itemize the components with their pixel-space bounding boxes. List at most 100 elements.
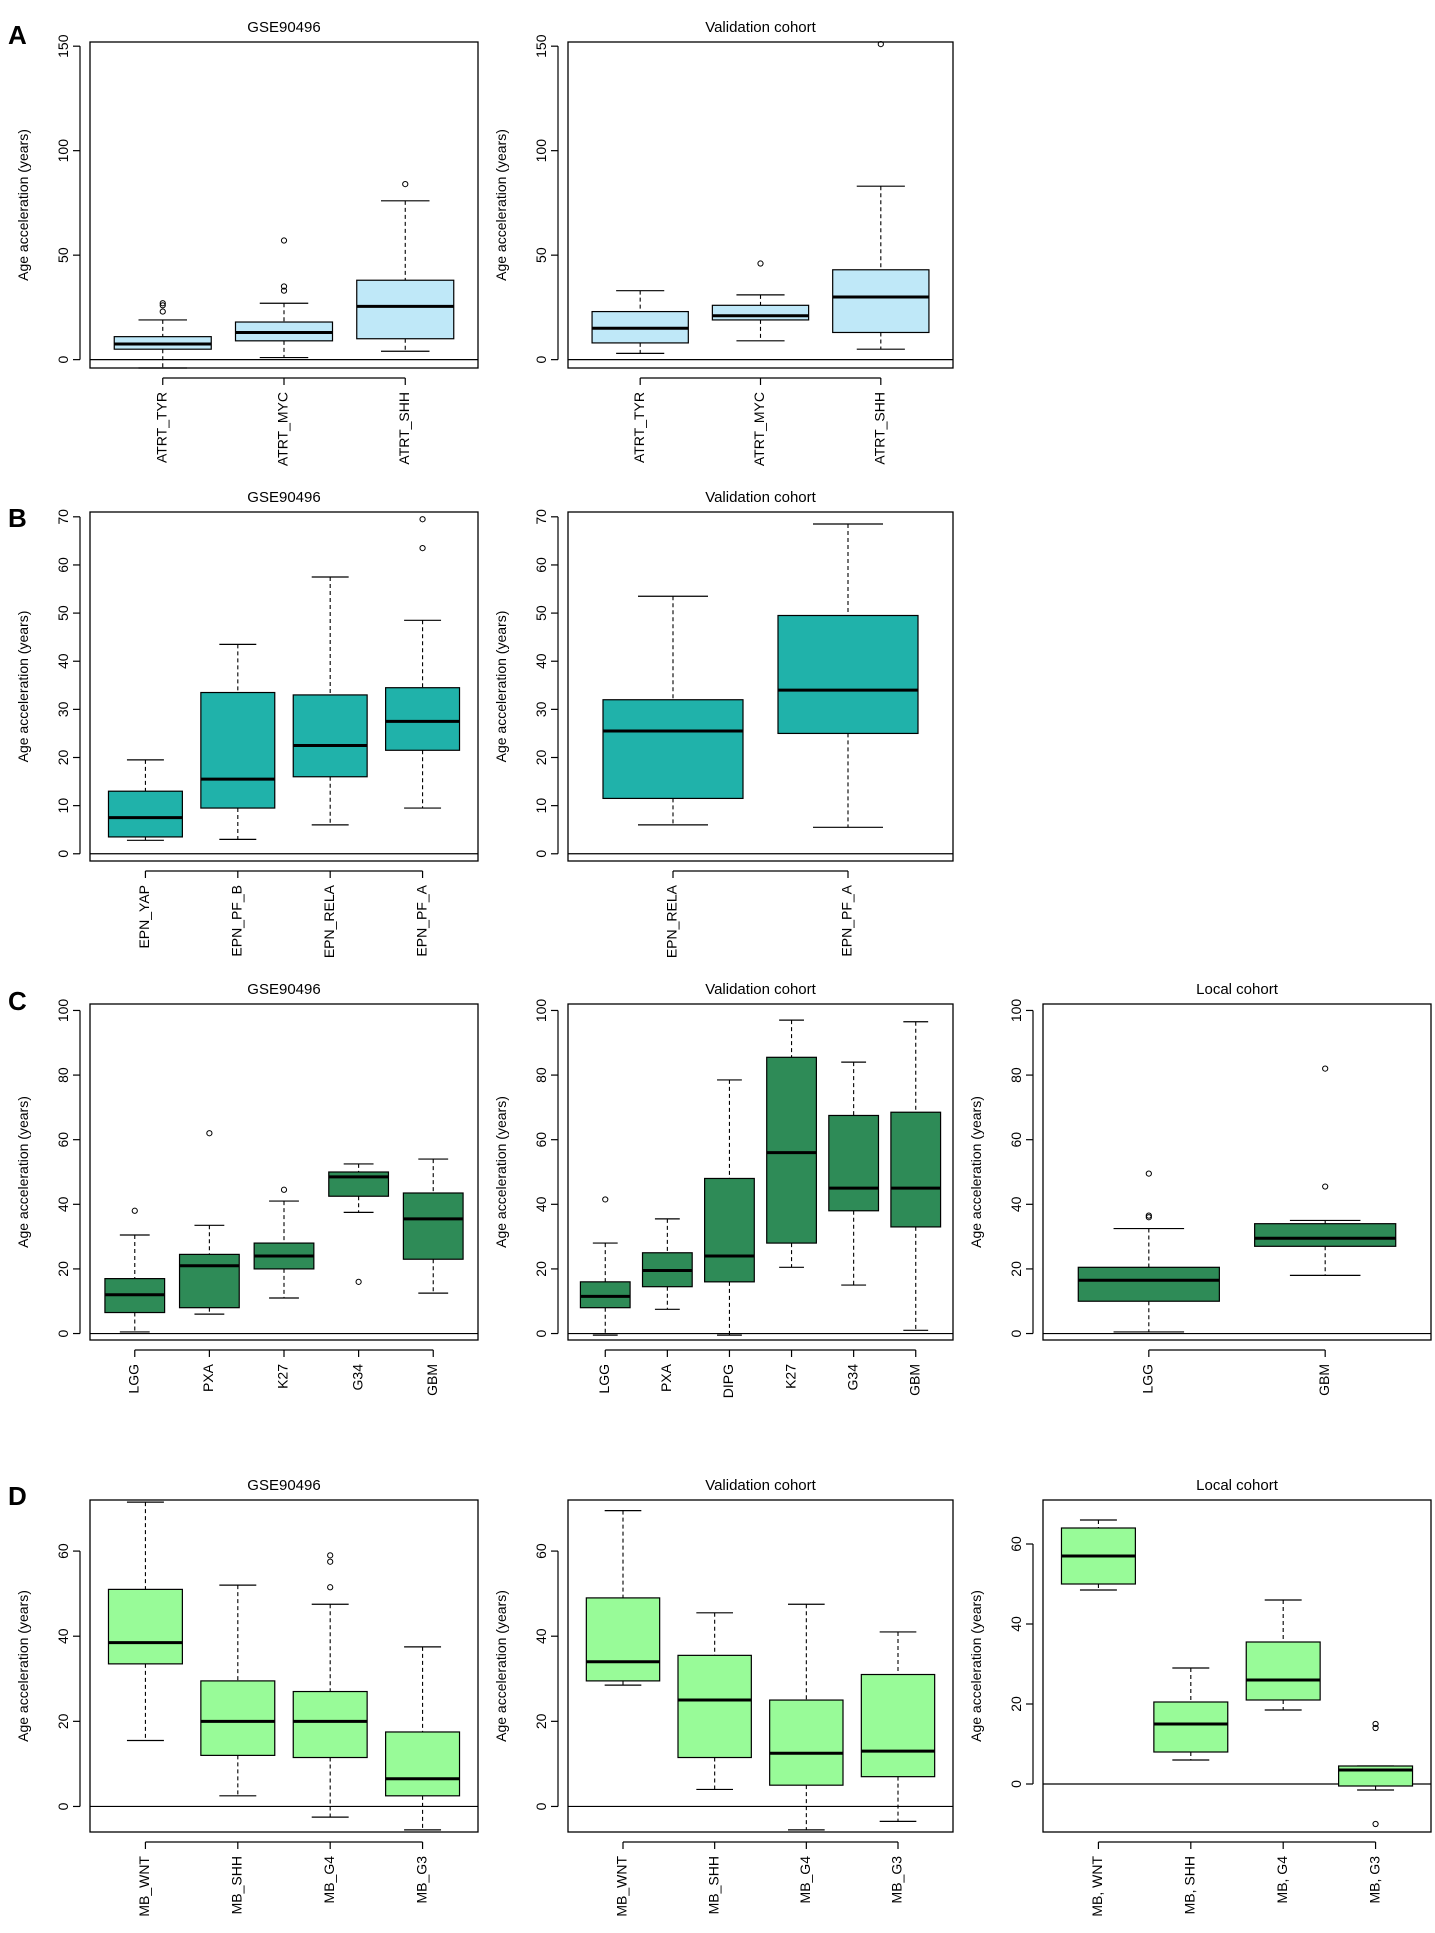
plot-title: GSE90496 [247, 981, 320, 998]
y-tick-label: 0 [533, 356, 549, 364]
iqr-box [677, 1654, 752, 1759]
panel-letter-b: B [8, 503, 27, 533]
outlier-point [327, 1552, 334, 1559]
category-label: DIPG [720, 1364, 736, 1398]
y-tick-label: 50 [55, 247, 71, 263]
iqr-box [828, 1114, 880, 1212]
box-lgg [1077, 1170, 1220, 1333]
y-tick-label: 60 [1008, 1132, 1024, 1148]
iqr-box [356, 279, 455, 340]
iqr-box [832, 269, 930, 334]
iqr-box [769, 1699, 844, 1786]
plot-frame [1042, 1003, 1432, 1341]
outlier-point [159, 308, 166, 315]
y-tick-label: 40 [1008, 1616, 1024, 1632]
category-label: LGG [125, 1364, 141, 1394]
y-tick-label: 100 [55, 139, 71, 163]
y-tick-label: 20 [55, 1261, 71, 1277]
y-tick-label: 20 [1008, 1696, 1024, 1712]
y-axis-label: Age acceleration (years) [493, 129, 509, 281]
y-axis-label: Age acceleration (years) [15, 129, 31, 281]
category-label: GBM [424, 1364, 440, 1396]
iqr-box [860, 1673, 936, 1778]
plot-title: GSE90496 [247, 1477, 320, 1494]
plot-c-4: GSE90496 Age acceleration (years) 0 20 40 60 8… [15, 981, 479, 1396]
box-mb-shh [200, 1584, 276, 1797]
y-tick-label: 80 [1008, 1067, 1024, 1083]
iqr-box [704, 1177, 755, 1283]
y-tick-label: 20 [533, 1713, 549, 1729]
iqr-box [585, 1597, 661, 1682]
y-tick-label: 60 [533, 1132, 549, 1148]
category-label: K27 [275, 1364, 291, 1389]
category-label: MB_SHH [229, 1856, 245, 1914]
box-atrt-tyr [113, 300, 212, 369]
box-mb-g4 [769, 1603, 844, 1831]
box-epn-pf-a [777, 523, 919, 828]
box-lgg [104, 1207, 166, 1333]
outlier-point [402, 181, 409, 188]
iqr-box [1077, 1266, 1220, 1302]
plot-title: GSE90496 [247, 489, 320, 506]
iqr-box [711, 304, 810, 321]
outlier-point [757, 260, 764, 267]
y-tick-label: 20 [1008, 1261, 1024, 1277]
y-tick-label: 40 [1008, 1196, 1024, 1212]
y-axis-label: Age acceleration (years) [15, 1096, 31, 1248]
iqr-box [1153, 1701, 1229, 1753]
iqr-box [200, 691, 276, 809]
outlier-point [419, 545, 426, 552]
box-atrt-shh [832, 40, 930, 350]
category-label: EPN_PF_A [413, 884, 429, 956]
outlier-point [280, 1186, 288, 1193]
category-label: MB_G3 [413, 1856, 429, 1904]
plot-frame [567, 1499, 954, 1833]
iqr-box [385, 1731, 461, 1797]
plot-frame [89, 1003, 479, 1341]
outlier-point [159, 300, 166, 307]
y-tick-label: 10 [533, 798, 549, 814]
iqr-box [766, 1056, 817, 1244]
box-g34 [328, 1163, 390, 1285]
plot-b-2: GSE90496 Age acceleration (years) 0 10 20 30 4… [15, 489, 479, 958]
y-tick-label: 10 [55, 798, 71, 814]
y-tick-label: 20 [533, 750, 549, 766]
outlier-point [131, 1207, 138, 1214]
y-tick-label: 40 [55, 1628, 71, 1644]
category-label: ATRT_MYC [751, 392, 767, 466]
category-label: MB_G4 [321, 1856, 337, 1904]
category-label: EPN_RELA [321, 884, 337, 958]
category-label: GBM [906, 1364, 922, 1396]
category-label: MB, G4 [1274, 1856, 1290, 1904]
category-label: MB, SHH [1182, 1856, 1198, 1914]
outlier-point [280, 237, 288, 244]
box-epn-rela [602, 595, 744, 826]
y-tick-label: 30 [55, 701, 71, 717]
outlier-point [1372, 1820, 1379, 1828]
plot-d-9: Local cohort Age acceleration (years) 0 20 4… [968, 1477, 1432, 1917]
plot-title: Local cohort [1196, 1477, 1279, 1494]
iqr-box [107, 1588, 183, 1665]
iqr-box [385, 687, 461, 751]
y-axis-label: Age acceleration (years) [15, 1590, 31, 1742]
outlier-point [159, 302, 166, 309]
box-k27 [766, 1019, 817, 1268]
box-mb-g3 [860, 1631, 936, 1822]
iqr-box [402, 1192, 464, 1260]
plot-a-0: GSE90496 Age acceleration (years) 0 50 100 15… [15, 19, 479, 466]
plot-b-3: Validation cohort Age acceleration (years… [493, 489, 954, 958]
box-pxa [641, 1218, 693, 1310]
outlier-point [602, 1196, 609, 1203]
y-axis-label: Age acceleration (years) [493, 1590, 509, 1742]
plot-frame [567, 1003, 954, 1341]
category-label: LGG [596, 1364, 612, 1394]
y-tick-label: 0 [533, 1329, 549, 1337]
plot-a-1: Validation cohort Age acceleration (years… [493, 19, 954, 466]
y-tick-label: 60 [533, 1543, 549, 1559]
category-label: MB_G3 [889, 1856, 905, 1904]
y-tick-label: 0 [1008, 1780, 1024, 1788]
plot-d-7: GSE90496 Age acceleration (years) 0 20 40 60 M… [15, 1477, 479, 1917]
y-tick-label: 40 [55, 653, 71, 669]
outlier-point [1145, 1170, 1152, 1177]
